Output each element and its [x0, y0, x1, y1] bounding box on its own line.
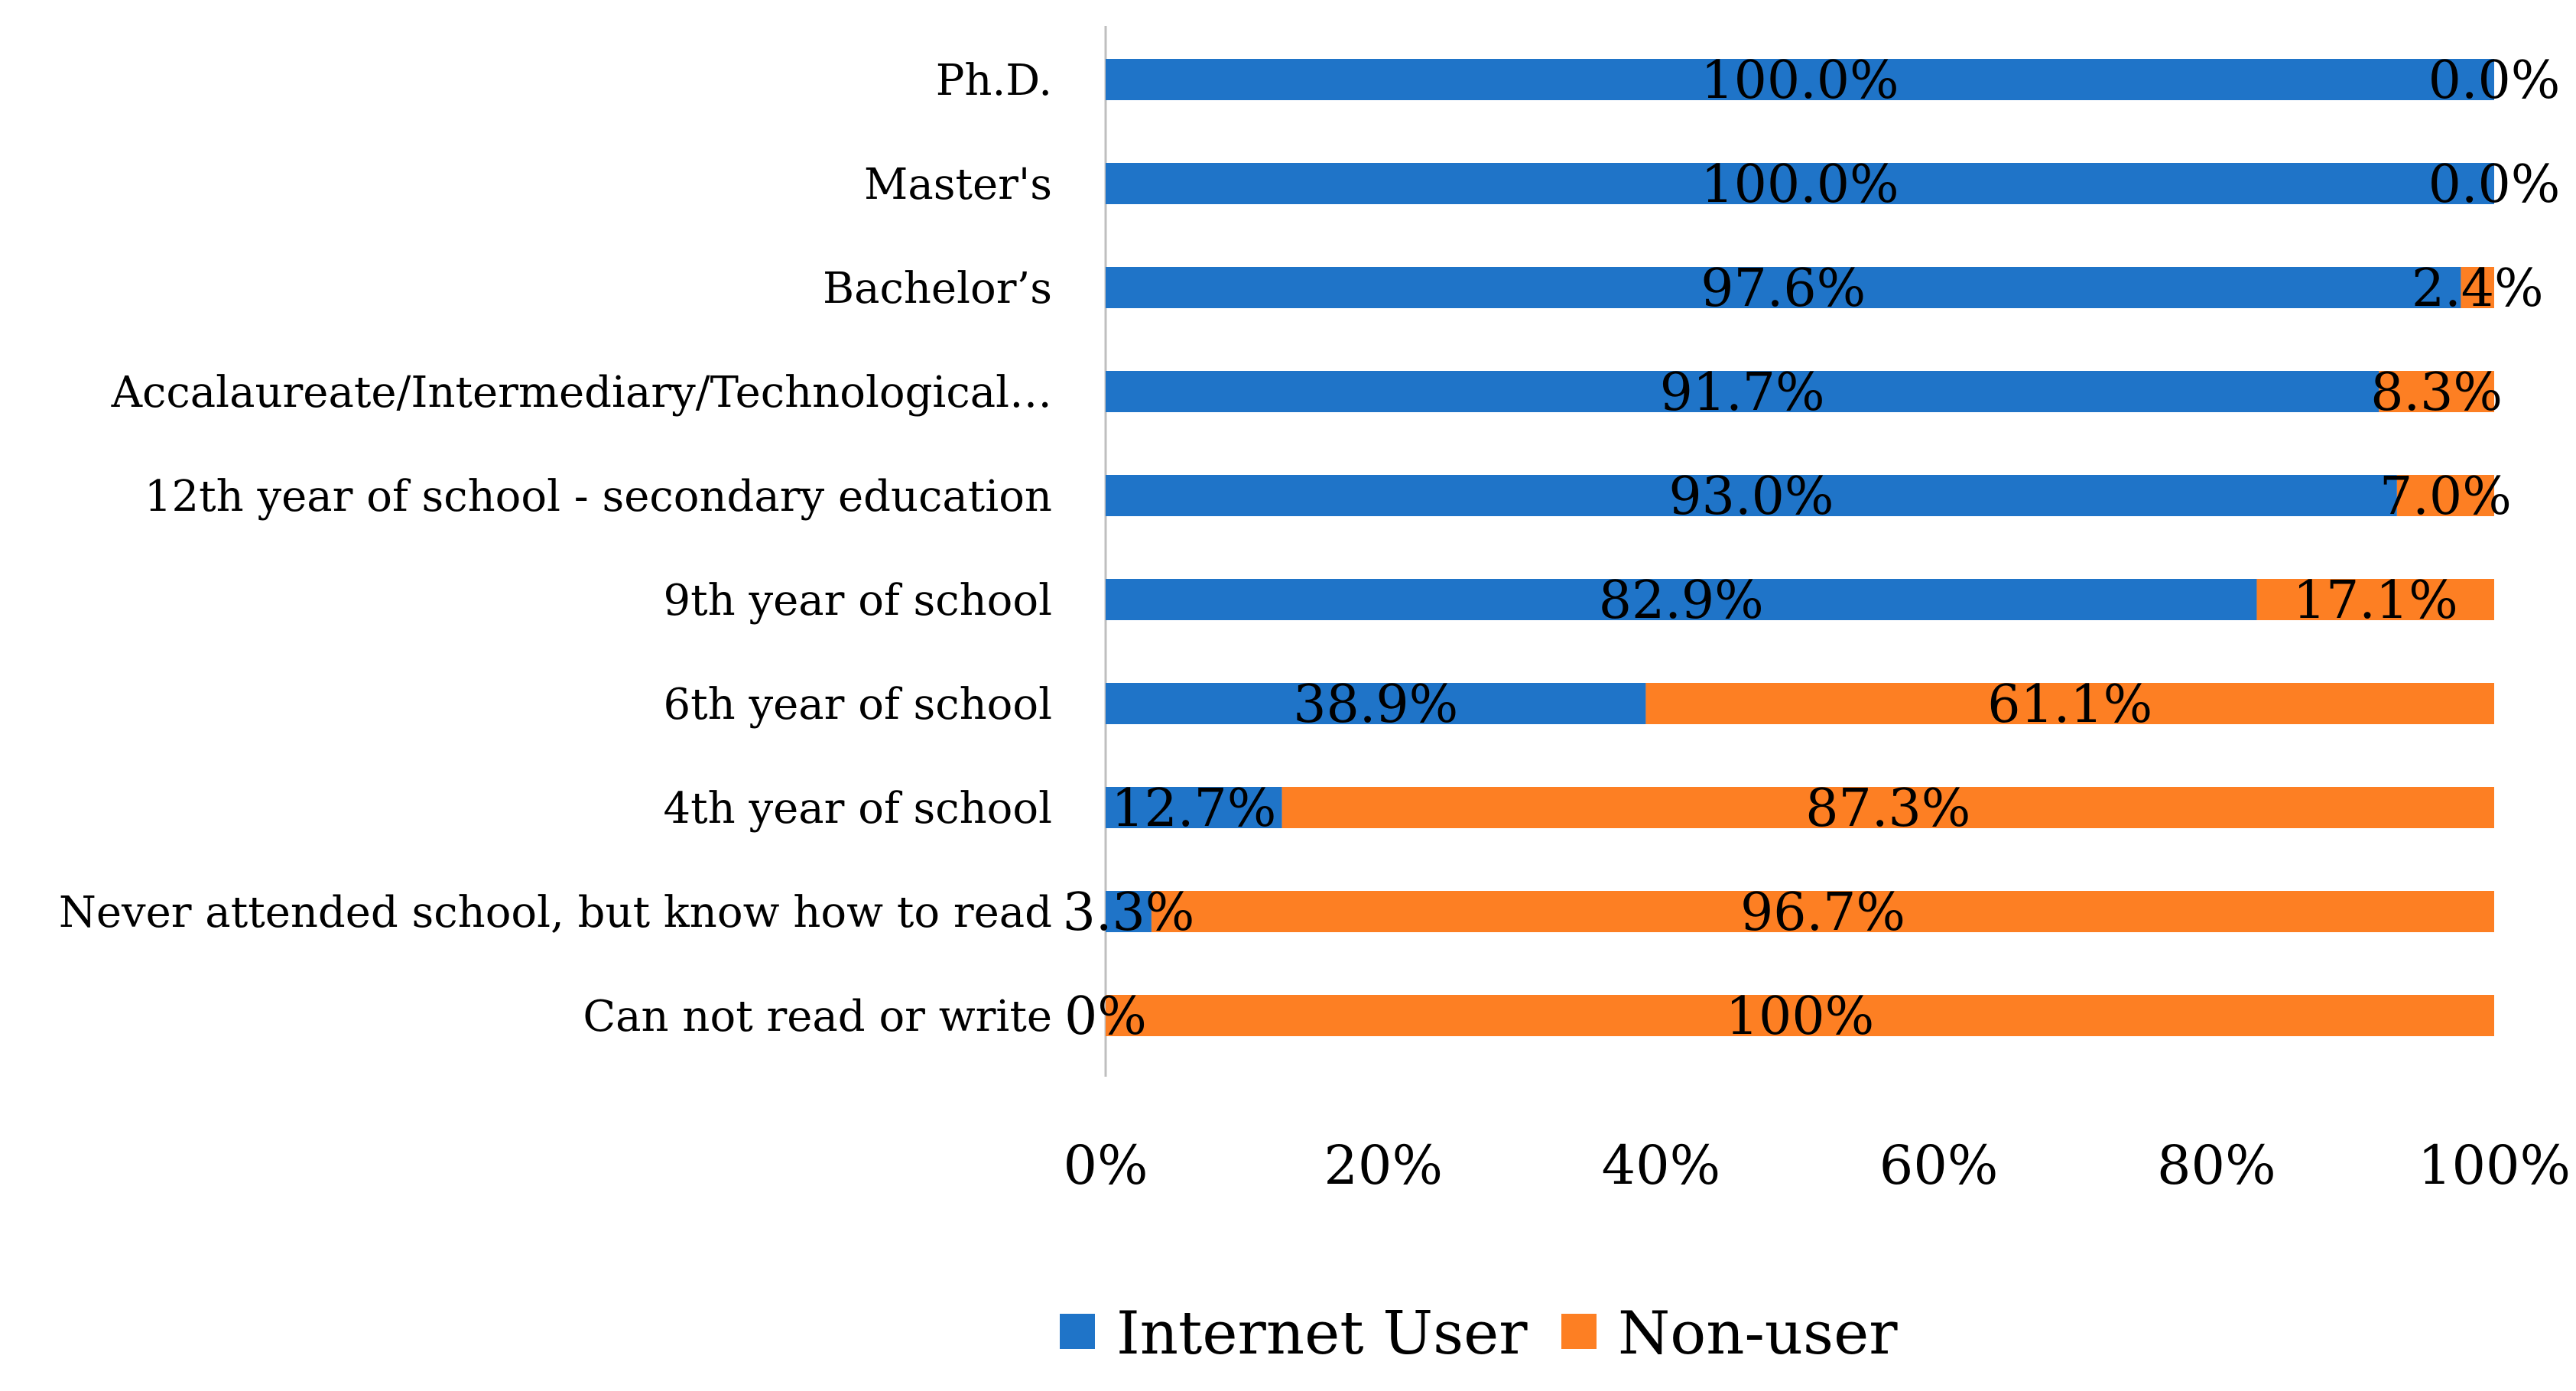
- data-label-internet-user-master-s: 100.0%: [1701, 154, 1899, 215]
- bar-non-user-6th-year-of-school: [1645, 683, 2494, 724]
- category-label-accalaureate-intermediary-technological: Accalaureate/Intermediary/Technological…: [111, 368, 1052, 418]
- bar-non-user-4th-year-of-school: [1282, 787, 2494, 828]
- data-label-non-user-bachelor-s: 2.4%: [2412, 258, 2544, 319]
- data-label-internet-user-9th-year-of-school: 82.9%: [1599, 570, 1764, 631]
- category-label-can-not-read-or-write: Can not read or write: [583, 992, 1052, 1042]
- legend-swatch-internet-user: [1060, 1314, 1095, 1349]
- category-label-never-attended-school-but-know-how-to-read: Never attended school, but know how to r…: [59, 888, 1052, 938]
- category-labels-group: Ph.D. Master's Bachelor’s Accalaureate/Inte…: [59, 56, 1052, 1042]
- data-label-internet-user-never-attended-school-but-know-how-to-read: 3.3%: [1063, 882, 1195, 943]
- data-label-non-user-accalaureate-intermediary-technological: 8.3%: [2370, 362, 2503, 423]
- data-label-non-user-6th-year-of-school: 61.1%: [1987, 674, 2152, 735]
- category-label-9th-year-of-school: 9th year of school: [664, 576, 1052, 626]
- bar-non-user-can-not-read-or-write: [1106, 995, 2494, 1036]
- legend-label-internet-user: Internet User: [1116, 1299, 1528, 1368]
- bars-group: [1106, 59, 2494, 1036]
- x-tick-label-20: 20%: [1324, 1134, 1443, 1197]
- bar-internet-user-12th-year-of-school-secondary-education: [1106, 475, 2397, 516]
- bar-internet-user-ph-d: [1106, 59, 2494, 100]
- bar-non-user-9th-year-of-school: [2256, 579, 2494, 620]
- data-label-non-user-ph-d: 0.0%: [2428, 50, 2561, 111]
- bar-non-user-12th-year-of-school-secondary-education: [2396, 475, 2494, 516]
- data-label-internet-user-bachelor-s: 97.6%: [1701, 258, 1866, 319]
- legend-label-non-user: Non-user: [1618, 1299, 1898, 1368]
- bar-non-user-never-attended-school-but-know-how-to-read: [1151, 891, 2494, 932]
- data-labels-group: 100.0% 0.0% 100.0% 0.0% 97.6% 2.4% 91.7% 8.3% 93…: [1063, 50, 2561, 1047]
- category-label-ph-d: Ph.D.: [936, 56, 1052, 106]
- data-label-internet-user-6th-year-of-school: 38.9%: [1293, 674, 1458, 735]
- bar-non-user-bachelor-s: [2461, 267, 2494, 308]
- x-tick-label-100: 100%: [2418, 1134, 2571, 1197]
- x-tick-label-60: 60%: [1879, 1134, 1999, 1197]
- category-label-12th-year-of-school-secondary-education: 12th year of school - secondary educatio…: [145, 472, 1052, 522]
- legend-swatch-non-user: [1561, 1314, 1597, 1349]
- bar-internet-user-never-attended-school-but-know-how-to-read: [1106, 891, 1152, 932]
- data-label-internet-user-ph-d: 100.0%: [1701, 50, 1899, 111]
- x-tick-label-40: 40%: [1602, 1134, 1721, 1197]
- data-label-non-user-4th-year-of-school: 87.3%: [1805, 778, 1970, 839]
- x-axis-ticks-group: 0% 20% 40% 60% 80% 100%: [1063, 1134, 2571, 1197]
- data-label-non-user-never-attended-school-but-know-how-to-read: 96.7%: [1740, 882, 1905, 943]
- category-label-master-s: Master's: [864, 160, 1052, 210]
- bar-internet-user-bachelor-s: [1106, 267, 2461, 308]
- bar-internet-user-9th-year-of-school: [1106, 579, 2257, 620]
- x-tick-label-0: 0%: [1063, 1134, 1148, 1197]
- data-label-non-user-9th-year-of-school: 17.1%: [2293, 570, 2458, 631]
- bar-internet-user-accalaureate-intermediary-technological: [1106, 371, 2379, 412]
- bar-internet-user-6th-year-of-school: [1106, 683, 1646, 724]
- data-label-internet-user-can-not-read-or-write: 0%: [1064, 986, 1147, 1047]
- data-label-non-user-master-s: 0.0%: [2428, 154, 2561, 215]
- data-label-non-user-can-not-read-or-write: 100%: [1726, 986, 1874, 1047]
- data-label-internet-user-12th-year-of-school-secondary-education: 93.0%: [1668, 466, 1834, 527]
- bar-internet-user-4th-year-of-school: [1106, 787, 1282, 828]
- bar-internet-user-master-s: [1106, 163, 2494, 204]
- bar-non-user-accalaureate-intermediary-technological: [2379, 371, 2494, 412]
- x-tick-label-80: 80%: [2157, 1134, 2276, 1197]
- data-label-internet-user-accalaureate-intermediary-technological: 91.7%: [1660, 362, 1825, 423]
- category-label-6th-year-of-school: 6th year of school: [664, 680, 1052, 730]
- category-label-4th-year-of-school: 4th year of school: [664, 784, 1052, 834]
- data-label-internet-user-4th-year-of-school: 12.7%: [1111, 778, 1276, 839]
- legend: Internet User Non-user: [1060, 1299, 1898, 1368]
- category-label-bachelor-s: Bachelor’s: [823, 264, 1052, 314]
- data-label-non-user-12th-year-of-school-secondary-education: 7.0%: [2379, 466, 2512, 527]
